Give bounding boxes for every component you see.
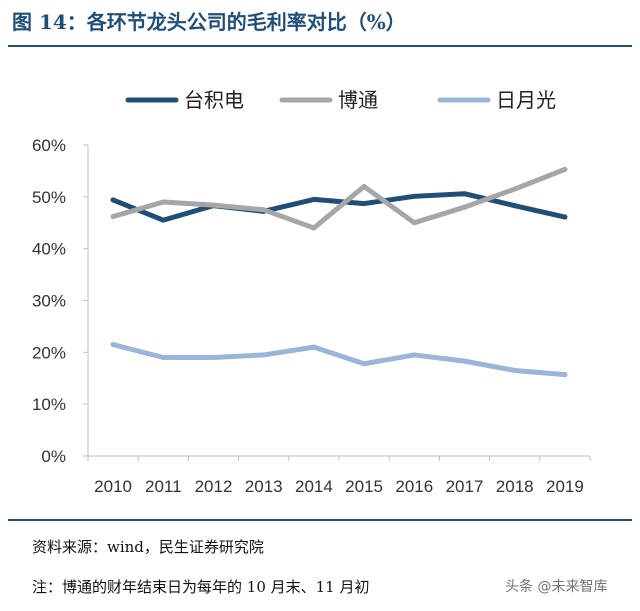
chart-legend: 台积电 博通 日月光 xyxy=(125,88,556,112)
y-tick-label: 50% xyxy=(32,188,66,207)
data-point xyxy=(160,355,166,361)
data-point xyxy=(261,352,267,358)
watermark: 头条 @未来智库 xyxy=(505,579,608,595)
data-point xyxy=(211,202,216,208)
data-point xyxy=(562,166,568,172)
legend-label: 台积电 xyxy=(184,88,244,112)
x-tick-label: 2010 xyxy=(94,477,132,496)
y-tick-label: 40% xyxy=(32,240,66,259)
footnote: 注：博通的财年结束日为每年的 10 月末、11 月初 xyxy=(32,578,370,596)
x-tick-label: 2018 xyxy=(496,477,534,496)
line-chart: 台积电 博通 日月光 0% 10% 20% 30% 40% 50% 60% 2010 2011 201… xyxy=(32,88,591,496)
data-point xyxy=(462,204,467,210)
x-tick-label: 2012 xyxy=(195,477,233,496)
data-point xyxy=(462,358,467,364)
x-tick-label: 2014 xyxy=(295,477,333,496)
x-tick-label: 2013 xyxy=(245,477,283,496)
series-line-博通 xyxy=(110,166,568,231)
legend-label: 博通 xyxy=(338,88,378,112)
data-point xyxy=(261,207,267,213)
x-tick-label: 2011 xyxy=(145,477,182,496)
data-point xyxy=(562,214,568,220)
data-point xyxy=(361,183,367,189)
data-point xyxy=(562,372,568,378)
data-point xyxy=(411,352,417,358)
series-line-日月光 xyxy=(110,342,568,378)
data-point xyxy=(160,199,166,205)
data-point xyxy=(211,355,216,361)
figure-title: 图 14：各环节龙头公司的毛利率对比（%） xyxy=(12,10,406,34)
y-tick-label: 60% xyxy=(32,136,66,155)
data-point xyxy=(462,191,467,197)
source-note: 资料来源：wind，民生证券研究院 xyxy=(32,538,264,556)
data-point xyxy=(110,214,116,220)
data-point xyxy=(311,196,317,202)
x-tick-label: 2017 xyxy=(446,477,484,496)
data-point xyxy=(512,203,518,209)
x-tick-label: 2019 xyxy=(546,477,584,496)
data-point xyxy=(361,361,367,367)
chart-series xyxy=(110,166,568,378)
data-point xyxy=(110,197,116,203)
data-point xyxy=(311,344,317,350)
data-point xyxy=(361,201,367,207)
y-tick-label: 20% xyxy=(32,343,66,362)
data-point xyxy=(110,342,116,348)
data-point xyxy=(512,186,518,192)
data-point xyxy=(512,367,518,373)
data-point xyxy=(311,225,317,231)
x-tick-label: 2016 xyxy=(395,477,433,496)
data-point xyxy=(411,220,417,226)
title-divider xyxy=(8,45,632,47)
x-tick-label: 2015 xyxy=(345,477,383,496)
y-tick-label: 0% xyxy=(41,447,66,466)
chart-axes: 0% 10% 20% 30% 40% 50% 60% 2010 2011 2012 2013 2014… xyxy=(32,136,591,496)
y-tick-label: 30% xyxy=(32,292,66,311)
y-tick-label: 10% xyxy=(32,395,66,414)
data-point xyxy=(411,193,417,199)
legend-label: 日月光 xyxy=(496,88,556,112)
data-point xyxy=(160,217,166,223)
footer-divider xyxy=(8,519,632,521)
